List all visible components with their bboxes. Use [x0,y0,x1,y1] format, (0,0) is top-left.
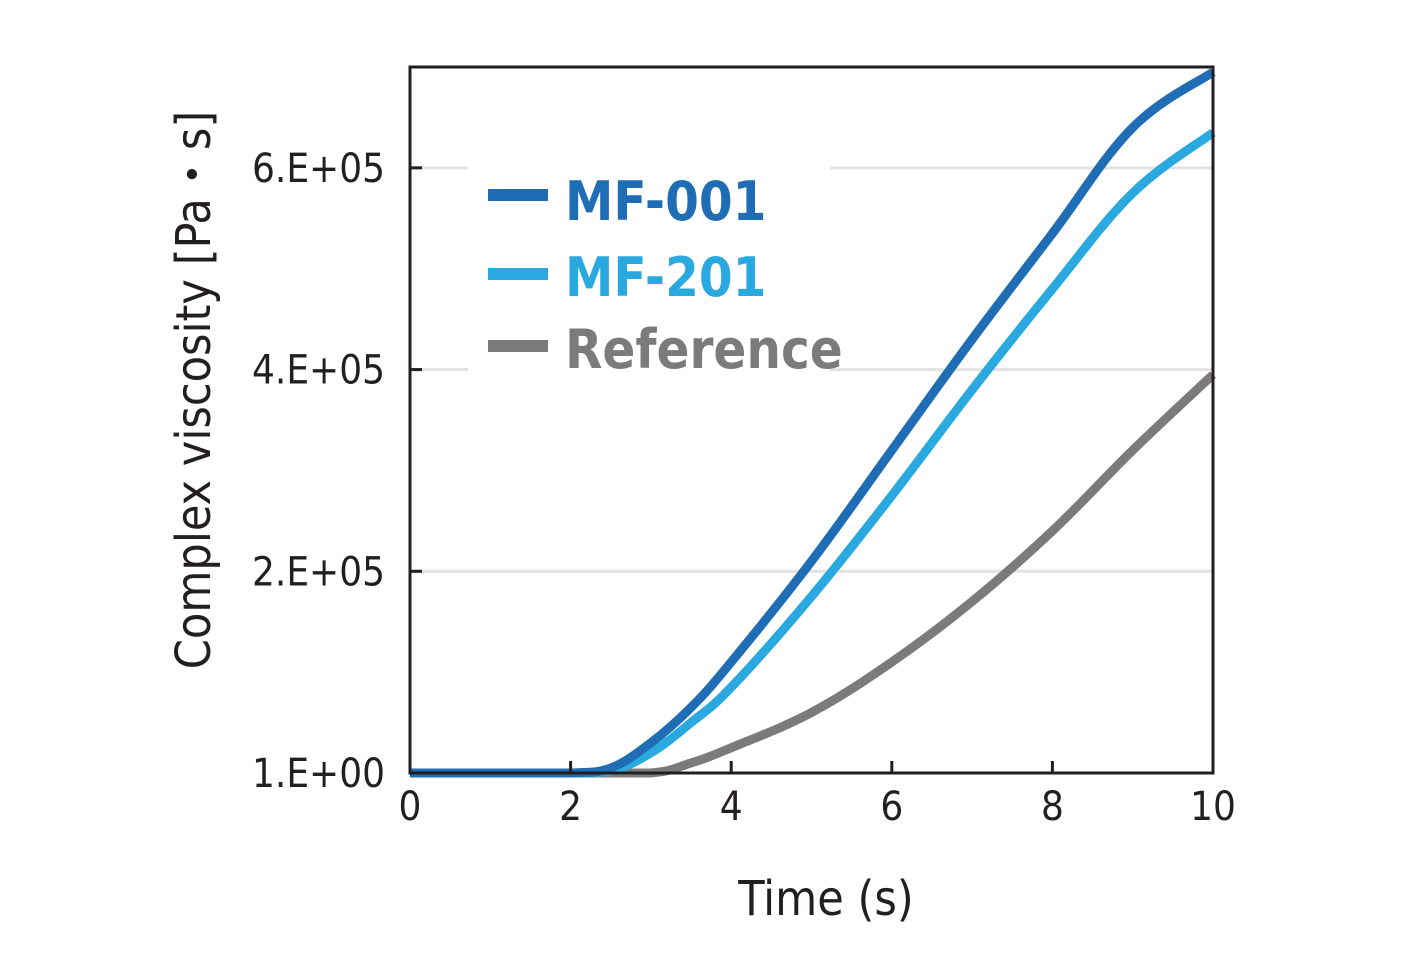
x-axis-title: Time (s) [737,871,913,927]
x-axis: 0 2 4 6 8 10 [399,761,1236,830]
x-tick-label: 6 [880,784,903,830]
plot-frame [408,65,1215,775]
y-tick-label: 2.E+05 [252,549,385,595]
x-tick-label: 10 [1190,784,1236,830]
legend-item-mf-001: MF-001 [488,170,766,233]
series-line-reference [410,371,1217,778]
y-axis-title: Complex viscosity [Pa・s] [166,111,222,670]
legend-label-reference: Reference [565,318,843,381]
x-tick-label: 8 [1041,784,1064,830]
x-tick-label: 2 [559,784,582,830]
x-tick-label: 0 [399,784,422,830]
y-tick-label: 1.E+00 [252,751,385,797]
y-axis: 1.E+00 2.E+05 4.E+05 6.E+05 [252,146,422,797]
y-tick-label: 4.E+05 [252,348,385,394]
y-tick-label: 6.E+05 [252,146,385,192]
legend: MF-001 MF-201 Reference [488,170,843,381]
legend-item-mf-201: MF-201 [488,246,766,309]
legend-label-mf-001: MF-001 [565,170,766,233]
legend-label-mf-201: MF-201 [565,246,766,309]
x-tick-label: 4 [720,784,743,830]
legend-item-reference: Reference [488,318,843,381]
